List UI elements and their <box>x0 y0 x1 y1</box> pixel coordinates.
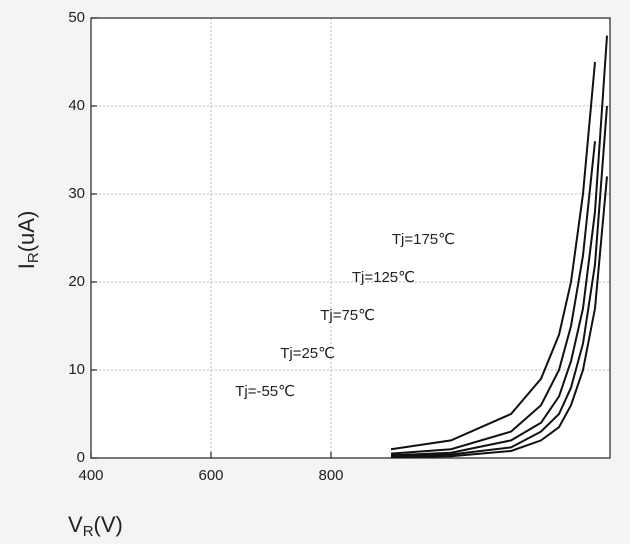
x-axis-label: VR(V) <box>68 512 123 540</box>
x-tick-label: 800 <box>318 467 343 484</box>
chart: VR(V) IR(uA) 01020304050400600800Tj=175℃… <box>0 0 630 544</box>
curve-label: Tj=-55℃ <box>235 383 295 400</box>
x-tick-label: 400 <box>78 467 103 484</box>
y-tick-label: 20 <box>68 273 85 290</box>
y-tick-label: 10 <box>68 361 85 378</box>
y-tick-label: 40 <box>68 97 85 114</box>
y-tick-label: 0 <box>77 449 85 466</box>
x-tick-label: 600 <box>198 467 223 484</box>
curve-label: Tj=25℃ <box>280 345 335 362</box>
plot-area <box>91 18 610 458</box>
curve-label: Tj=175℃ <box>392 231 455 248</box>
y-tick-label: 50 <box>68 9 85 26</box>
y-tick-label: 30 <box>68 185 85 202</box>
curve-label: Tj=75℃ <box>320 307 375 324</box>
curve-label: Tj=125℃ <box>352 269 415 286</box>
